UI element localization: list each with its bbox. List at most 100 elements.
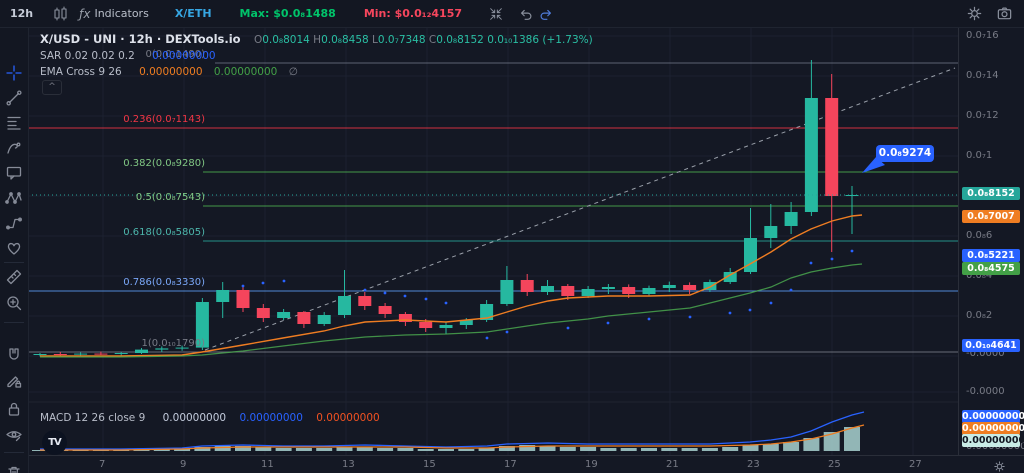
edit-lock-icon[interactable] bbox=[5, 372, 23, 390]
crosshair-icon[interactable] bbox=[5, 64, 23, 82]
heart-icon[interactable] bbox=[5, 239, 23, 257]
price-axis-label: 0.0₈6 bbox=[966, 230, 993, 241]
candlesticks bbox=[33, 60, 859, 357]
price-badge: 0.00000000 bbox=[962, 434, 1024, 447]
ema-label: EMA Cross 9 26 bbox=[40, 66, 122, 78]
ruler-icon[interactable] bbox=[5, 268, 23, 286]
fib-level-label: 0.382(0.0₈9280) bbox=[123, 158, 205, 169]
price-badge: 0.00000000 bbox=[962, 410, 1024, 423]
dashed-trendline[interactable] bbox=[204, 67, 956, 351]
fib-level-label: 0.5(0.0₈7543) bbox=[135, 192, 205, 203]
price-badge: 0.0₈8152 bbox=[962, 187, 1020, 200]
ohlc-value: 0.0₈8152 bbox=[436, 34, 488, 46]
sar-legend-row[interactable]: SAR 0.02 0.02 0.2 0.00000000 bbox=[40, 50, 216, 62]
collapse-expand-icon[interactable] bbox=[486, 4, 506, 24]
ohlc-value: 0.0₇7348 bbox=[377, 34, 429, 46]
ema9-value: 0.00000000 bbox=[139, 66, 203, 78]
fib-level-label: 0.786(0.0₈3330) bbox=[123, 277, 205, 288]
indicators-button[interactable]: ƒx Indicators bbox=[79, 7, 149, 21]
text-note-icon[interactable] bbox=[5, 164, 23, 182]
tradingview-logo[interactable]: TV bbox=[42, 430, 67, 455]
ema9-line bbox=[40, 214, 863, 357]
fib-level-label: 0(0.0₇1490) bbox=[145, 49, 205, 60]
ohlc-letter: C bbox=[428, 34, 437, 46]
eye-edit-icon[interactable] bbox=[5, 426, 23, 444]
min-price-label: Min: $0.0₁₂4157 bbox=[363, 7, 462, 20]
macd-signal-line bbox=[40, 424, 865, 451]
time-axis-label: 7 bbox=[99, 459, 106, 470]
pair-toggle-button[interactable]: X/ETH bbox=[174, 7, 212, 20]
magnet-icon[interactable] bbox=[5, 346, 23, 364]
ohlc-letter: O bbox=[253, 34, 263, 46]
time-axis-label: 17 bbox=[504, 459, 517, 470]
timeframe-button[interactable]: 12h bbox=[10, 7, 34, 20]
sidebar-divider bbox=[4, 322, 24, 323]
change-value: 0.0₁₀1386 (+1.73%) bbox=[487, 34, 593, 46]
time-axis-label: 13 bbox=[342, 459, 355, 470]
time-axis-label: 11 bbox=[261, 459, 274, 470]
time-axis-label: 19 bbox=[585, 459, 598, 470]
time-axis-label: 23 bbox=[747, 459, 760, 470]
time-axis-label: 27 bbox=[909, 459, 922, 470]
sar-label: SAR 0.02 0.02 0.2 bbox=[40, 50, 135, 62]
price-badge: 0.0₈4575 bbox=[962, 262, 1020, 275]
fib-retracement-icon[interactable] bbox=[5, 114, 23, 132]
candlestick-style-icon[interactable] bbox=[51, 4, 71, 24]
macd-line bbox=[40, 411, 865, 450]
macd-line-value: 0.00000000 bbox=[239, 412, 303, 424]
fx-icon: ƒx bbox=[79, 6, 91, 21]
zoom-in-icon[interactable] bbox=[5, 294, 23, 312]
fib-level-label: 0.236(0.0₇1143) bbox=[123, 114, 205, 125]
sar-dots bbox=[241, 249, 854, 340]
max-price-label: Max: $0.0₈1488 bbox=[239, 7, 336, 20]
macd-legend-row[interactable]: MACD 12 26 close 9 0.00000000 0.00000000… bbox=[40, 412, 380, 424]
price-axis-label: -0.0000 bbox=[966, 386, 1005, 397]
sar-value: 0.00000000 bbox=[152, 50, 216, 62]
ema-legend-row[interactable]: EMA Cross 9 26 0.00000000 0.00000000 ∅ bbox=[40, 66, 298, 78]
macd-signal-value: 0.00000000 bbox=[316, 412, 380, 424]
macd-label: MACD 12 26 close 9 bbox=[40, 412, 146, 424]
trash-icon[interactable] bbox=[5, 464, 23, 473]
time-axis-label: 21 bbox=[666, 459, 679, 470]
axis-settings-gear-icon[interactable] bbox=[993, 458, 1006, 473]
price-badge: 0.0₈7007 bbox=[962, 210, 1020, 223]
undo-icon[interactable] bbox=[516, 4, 536, 24]
price-axis-label: 0.0₈4 bbox=[966, 270, 993, 281]
price-axis-label: 0.0₇14 bbox=[966, 70, 999, 81]
macd-histogram bbox=[32, 427, 860, 451]
ohlc-values: O0.0₈8014 H0.0₈8458 L0.0₇7348 C0.0₈8152 … bbox=[254, 34, 593, 46]
xabcd-pattern-icon[interactable] bbox=[5, 189, 23, 207]
indicators-label: Indicators bbox=[94, 7, 149, 20]
price-axis-label: 0.0₇16 bbox=[966, 30, 999, 41]
lock-icon[interactable] bbox=[5, 400, 23, 418]
price-badge: 0.0₁₀4641 bbox=[962, 339, 1020, 352]
ohlc-value: 0.0₈8458 bbox=[321, 34, 373, 46]
macd-hist-value: 0.00000000 bbox=[162, 412, 227, 424]
sidebar-divider bbox=[4, 262, 24, 263]
price-axis-label: 0.0₇12 bbox=[966, 110, 999, 121]
time-axis-label: 9 bbox=[180, 459, 187, 470]
ema26-line bbox=[40, 263, 863, 358]
time-axis[interactable]: 7 9 11 13 15 17 19 21 23 25 27 bbox=[28, 455, 1024, 473]
time-axis-label: 25 bbox=[828, 459, 841, 470]
forecast-icon[interactable] bbox=[5, 214, 23, 232]
price-axis-label: 0.0₈2 bbox=[966, 310, 993, 321]
ohlc-value: 0.0₈8014 bbox=[262, 34, 314, 46]
trend-line-icon[interactable] bbox=[5, 89, 23, 107]
fib-level-label: 0.618(0.0₈5805) bbox=[123, 227, 205, 238]
price-alert-callout[interactable]: 0.0₈9274 bbox=[876, 145, 934, 162]
camera-snapshot-icon[interactable] bbox=[994, 4, 1014, 24]
pane-collapse-button[interactable]: ^ bbox=[42, 80, 62, 95]
price-axis[interactable]: 0.0₇16 0.0₇14 0.0₇12 0.0₇1 0.0₈6 0.0₈4 0.0₈2 -0… bbox=[958, 28, 1024, 455]
symbol-legend-row[interactable]: X/USD - UNI · 12h · DEXTools.io O0.0₈801… bbox=[40, 32, 593, 46]
settings-gear-icon[interactable] bbox=[964, 4, 984, 24]
brush-icon[interactable] bbox=[5, 139, 23, 157]
redo-icon[interactable] bbox=[536, 4, 556, 24]
ema-null-symbol: ∅ bbox=[288, 66, 298, 78]
price-axis-label: 0.0₇1 bbox=[966, 150, 993, 161]
time-axis-label: 15 bbox=[423, 459, 436, 470]
price-badge: 0.00000000 bbox=[962, 422, 1024, 435]
ohlc-letter: H bbox=[313, 34, 322, 46]
chart-title: X/USD - UNI · 12h · DEXTools.io bbox=[40, 32, 241, 46]
